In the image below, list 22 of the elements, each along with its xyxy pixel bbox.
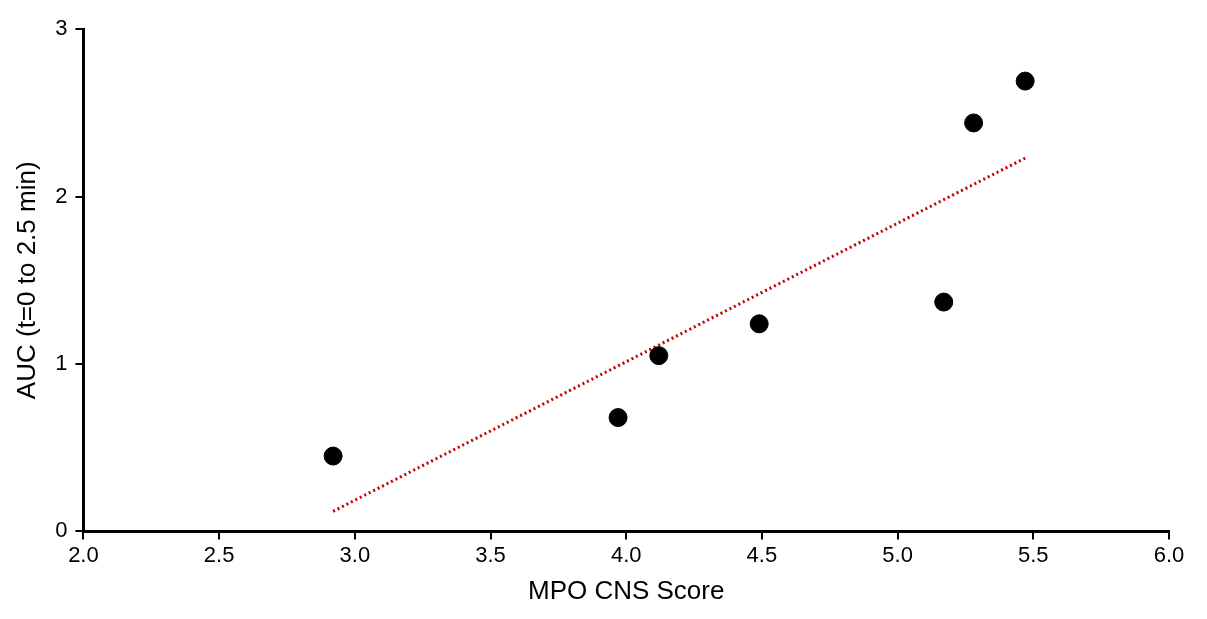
y-axis-title: AUC (t=0 to 2.5 min) (10, 161, 41, 400)
x-tick-label: 5.0 (882, 541, 913, 567)
x-tick-label: 2.5 (203, 541, 235, 567)
point (649, 346, 669, 366)
y-tick-label: 0 (55, 517, 68, 543)
x-tick-label: 4.0 (610, 541, 642, 567)
point (964, 113, 984, 133)
y-tick-label: 2 (55, 182, 68, 208)
point (1015, 71, 1035, 91)
y-tick-label: 3 (55, 15, 68, 41)
point (608, 408, 628, 428)
x-tick-label: 3.0 (339, 541, 371, 567)
x-axis-title: MPO CNS Score (527, 574, 725, 605)
point (323, 446, 343, 466)
point (934, 292, 954, 312)
x-tick-label: 2.0 (68, 541, 99, 567)
x-tick-label: 6.0 (1153, 541, 1185, 567)
x-tick-label: 5.5 (1018, 541, 1049, 567)
y-tick-label: 1 (55, 350, 68, 376)
x-tick-label: 3.5 (475, 541, 506, 567)
point (749, 314, 769, 334)
x-tick-label: 4.5 (746, 541, 778, 567)
